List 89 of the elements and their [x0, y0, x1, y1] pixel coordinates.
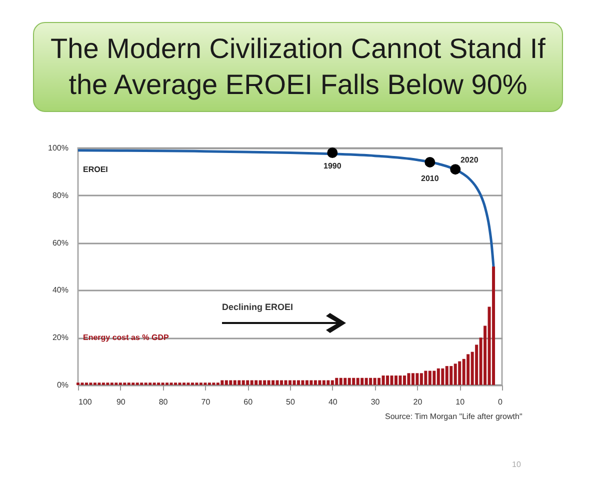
x-tick-label: 10 [456, 398, 466, 406]
bar [458, 361, 462, 385]
bar [322, 380, 326, 385]
bar [402, 376, 406, 385]
bar [229, 380, 232, 385]
y-tick-label: 40% [52, 286, 68, 295]
x-tick-label: 0 [498, 398, 504, 406]
bar [344, 378, 347, 385]
y-tick-label: 60% [52, 238, 68, 248]
bar [445, 366, 448, 385]
bar [310, 380, 313, 385]
bar [314, 380, 317, 385]
bar [335, 378, 338, 385]
bar [407, 373, 410, 385]
bar [233, 380, 236, 385]
bar [450, 366, 453, 385]
bar [364, 378, 368, 385]
x-tick-label: 50 [286, 398, 296, 406]
annotation: 1990 [324, 162, 342, 171]
series-label: EROEI [83, 165, 108, 174]
bar [263, 380, 266, 385]
bar [416, 373, 419, 385]
bar [267, 380, 270, 385]
x-tick-label: 90 [116, 398, 126, 406]
bar [280, 380, 284, 385]
x-tick-label: 80 [158, 398, 168, 406]
bar [369, 378, 372, 385]
x-tick-label: 20 [413, 398, 423, 406]
bar [224, 380, 228, 385]
bar [272, 380, 275, 385]
bar [398, 376, 402, 385]
bar [390, 376, 394, 385]
bar [492, 266, 496, 385]
bar [318, 380, 322, 385]
bar [360, 378, 364, 385]
line-series [76, 149, 495, 268]
x-tick-label: 30 [370, 398, 380, 406]
bar [352, 378, 356, 385]
y-tick-label: 20% [52, 333, 68, 342]
bar [250, 380, 254, 385]
bar [284, 380, 288, 385]
bar [220, 380, 224, 385]
chart-title: The Modern Civilization Cannot Stand If the Average EROEI Falls Below 90% [33, 22, 563, 112]
bar [246, 380, 250, 385]
bar [424, 370, 428, 385]
bar [356, 378, 360, 385]
annotation: 2010 [421, 174, 440, 184]
y-tick-label: 80% [52, 190, 68, 200]
bar [411, 373, 414, 385]
annotation: Declining EROEI [222, 302, 294, 312]
bar [330, 380, 334, 385]
bar [339, 378, 342, 385]
bar [276, 380, 279, 385]
bar [436, 368, 440, 385]
x-tick-label: 70 [201, 398, 211, 406]
point [450, 164, 461, 175]
bar [254, 380, 258, 385]
bar [394, 376, 398, 385]
bar [373, 378, 376, 385]
bar [301, 380, 304, 385]
point [327, 148, 338, 158]
y-tick-label: 100% [48, 144, 68, 152]
bar [348, 378, 351, 385]
bar [326, 380, 330, 385]
source-note: Source: Tim Morgan "Life after growth" [385, 412, 522, 421]
bar [292, 380, 296, 385]
bar [420, 373, 423, 385]
text: 10 [512, 460, 521, 469]
bar [454, 364, 457, 385]
point [424, 156, 436, 168]
text: Energy cost as % GDP [83, 333, 170, 342]
bar [428, 370, 432, 385]
bar [258, 380, 262, 385]
bar [382, 376, 385, 385]
bar [386, 376, 390, 385]
bar [288, 380, 292, 385]
annotation: 2020 [460, 155, 479, 164]
x-tick-label: 60 [244, 398, 254, 406]
bar [238, 380, 241, 385]
bar [296, 380, 300, 385]
x-tick-label: 100 [78, 398, 92, 406]
y-tick-label: 0% [56, 380, 68, 390]
bar [242, 380, 245, 385]
x-tick-label: 40 [328, 398, 338, 406]
bar [466, 354, 470, 385]
bar [441, 368, 444, 385]
bar [305, 380, 308, 385]
bar [432, 370, 436, 385]
bar [378, 378, 381, 385]
